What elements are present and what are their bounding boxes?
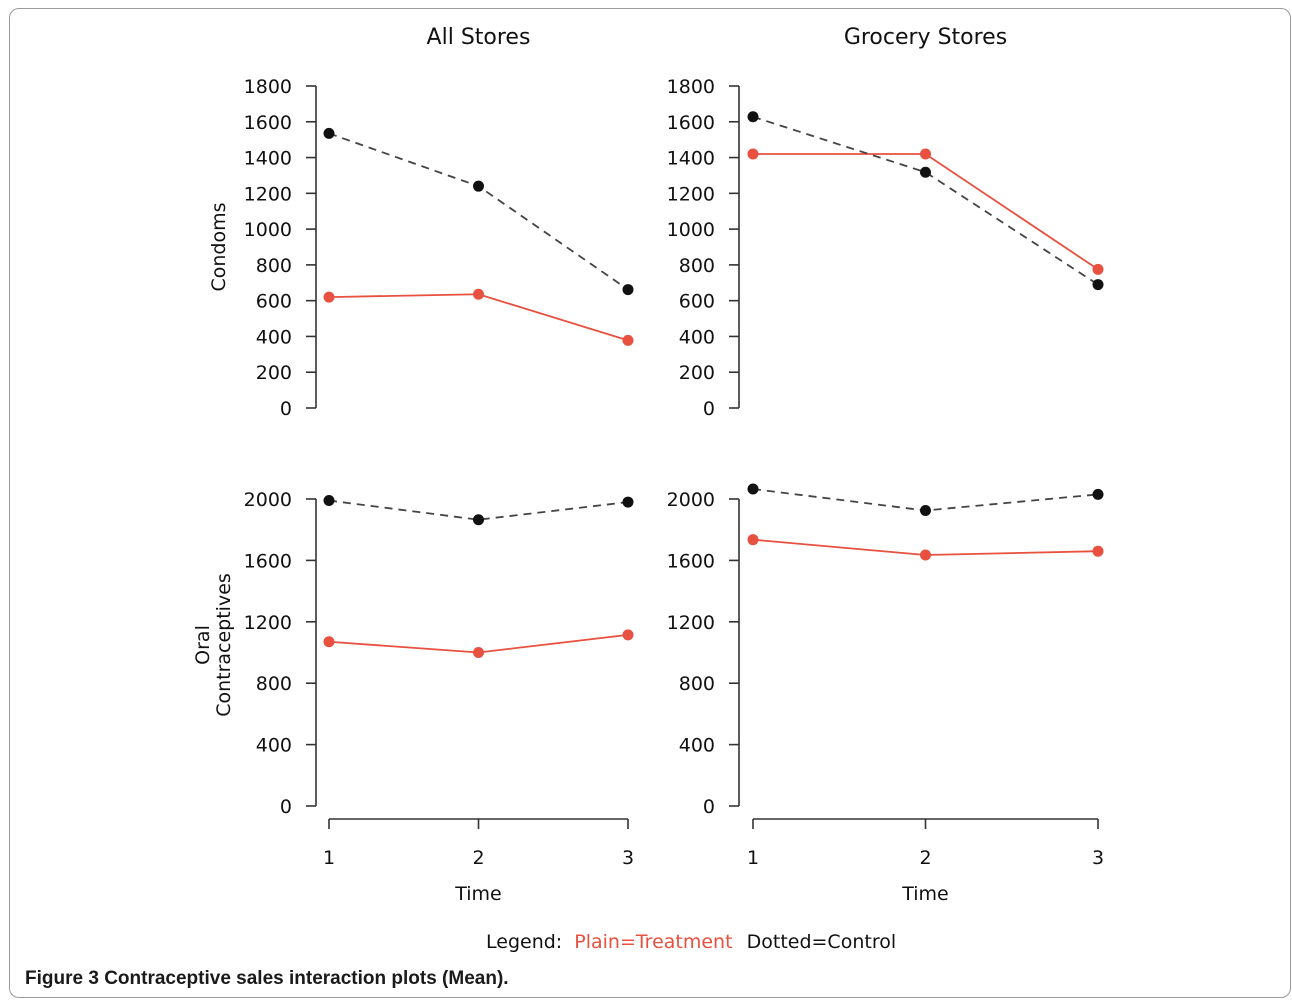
series-control — [323, 127, 634, 296]
y-axis-label-line: Contraceptives — [213, 573, 235, 717]
x-tick-label: 1 — [323, 847, 335, 869]
y-tick-label: 1200 — [667, 183, 715, 205]
series-control — [747, 483, 1104, 517]
x-axis-label: Time — [454, 883, 502, 905]
data-point — [747, 483, 759, 495]
data-point — [1092, 279, 1104, 291]
y-tick-label: 0 — [280, 398, 292, 420]
y-axis-label: Condoms — [208, 202, 230, 291]
data-point — [323, 127, 335, 139]
y-tick-label: 1800 — [244, 76, 292, 98]
y-tick-label: 800 — [256, 255, 292, 277]
y-axis-label: OralContraceptives — [192, 573, 235, 717]
y-tick-label: 200 — [256, 362, 292, 384]
y-tick-label: 1400 — [244, 148, 292, 170]
x-tick-label: 3 — [1092, 847, 1104, 869]
legend-treatment: Plain=Treatment — [574, 931, 733, 953]
y-tick-label: 0 — [703, 796, 715, 818]
caption-label: Figure 3 — [25, 968, 99, 989]
y-tick-label: 400 — [256, 326, 292, 348]
y-tick-label: 1600 — [244, 550, 292, 572]
y-tick-label: 1200 — [244, 183, 292, 205]
panel-title: All Stores — [427, 25, 531, 50]
y-tick-label: 1400 — [667, 148, 715, 170]
data-point — [1092, 488, 1104, 500]
y-tick-label: 0 — [280, 796, 292, 818]
y-tick-label: 1600 — [667, 112, 715, 134]
data-point — [920, 148, 931, 160]
y-tick-label: 1000 — [667, 219, 715, 241]
series-treatment — [323, 629, 634, 658]
figure-frame — [9, 8, 1291, 998]
y-tick-label: 600 — [679, 291, 715, 313]
legend-control: Dotted=Control — [746, 931, 897, 953]
data-point — [622, 629, 634, 641]
data-point — [1092, 545, 1104, 557]
y-tick-label: 400 — [256, 735, 292, 757]
series-control — [323, 495, 634, 526]
y-tick-label: 1200 — [244, 612, 292, 634]
y-tick-label: 800 — [679, 255, 715, 277]
y-tick-label: 1800 — [667, 76, 715, 98]
y-tick-label: 1000 — [244, 219, 292, 241]
data-point — [920, 166, 931, 178]
series-control — [747, 111, 1104, 291]
data-point — [323, 495, 335, 507]
chart-panel-2: Grocery Stores 0 200 400 600 800 1000 1200 1400 1… — [667, 25, 1104, 420]
chart-panel-3: OralContraceptives 0 400 800 1200 1600 2000 1 2 3… — [192, 489, 634, 905]
series-line — [328, 132, 629, 291]
y-tick-label: 0 — [703, 398, 715, 420]
series-treatment — [323, 288, 634, 346]
panel-title: Grocery Stores — [844, 25, 1007, 50]
data-point — [747, 148, 759, 160]
data-point — [473, 180, 484, 192]
series-treatment — [747, 534, 1104, 561]
chart-panel-1: All Stores Condoms 0 200 400 600 800 1000 1200 14… — [208, 25, 634, 420]
figure-caption: Figure 3 Contraceptive sales interaction… — [25, 968, 509, 990]
x-tick-label: 1 — [747, 847, 759, 869]
data-point — [747, 534, 759, 546]
data-point — [323, 291, 335, 303]
y-tick-label: 600 — [256, 291, 292, 313]
y-tick-label: 800 — [256, 673, 292, 695]
data-point — [1092, 263, 1104, 275]
legend: Legend: Plain=Treatment Dotted=Control — [486, 931, 896, 953]
y-tick-label: 800 — [679, 673, 715, 695]
data-point — [622, 284, 634, 296]
data-point — [323, 636, 335, 648]
y-axis-label-line: Oral — [192, 625, 214, 665]
data-point — [920, 505, 931, 517]
data-point — [473, 514, 484, 526]
y-tick-label: 1600 — [667, 550, 715, 572]
chart-panel-4: 0 400 800 1200 1600 2000 1 2 3 Time — [667, 483, 1104, 905]
y-tick-label: 400 — [679, 735, 715, 757]
y-tick-label: 1200 — [667, 612, 715, 634]
data-point — [473, 288, 484, 300]
caption-text: Contraceptive sales interaction plots (M… — [104, 968, 509, 989]
y-tick-label: 2000 — [244, 489, 292, 511]
y-tick-label: 400 — [679, 326, 715, 348]
series-line — [328, 293, 629, 342]
x-axis-label: Time — [901, 883, 949, 905]
y-tick-label: 200 — [679, 362, 715, 384]
data-point — [622, 334, 634, 346]
x-tick-label: 2 — [472, 847, 484, 869]
data-point — [473, 647, 484, 658]
y-tick-label: 2000 — [667, 489, 715, 511]
y-tick-label: 1600 — [244, 112, 292, 134]
series-line — [752, 115, 1099, 286]
data-point — [622, 496, 634, 508]
x-tick-label: 3 — [622, 847, 634, 869]
data-point — [920, 549, 931, 561]
legend-prefix: Legend: — [486, 931, 563, 953]
series-treatment — [747, 148, 1104, 275]
x-tick-label: 2 — [919, 847, 931, 869]
data-point — [747, 111, 759, 123]
